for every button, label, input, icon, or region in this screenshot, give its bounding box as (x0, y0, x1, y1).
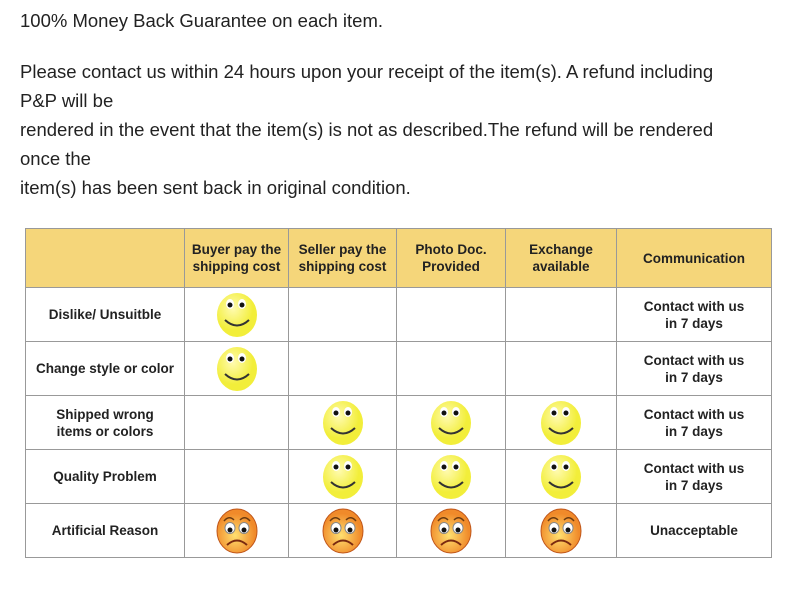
table-row: Dislike/ Unsuitble Contact with us in 7 d… (24, 287, 772, 342)
policy-line: P&P will be (20, 90, 114, 111)
status-cell (504, 287, 618, 342)
row-label: Quality Problem (24, 449, 186, 504)
status-cell (184, 341, 290, 396)
table-row: Change style or color Contact with us in … (24, 341, 772, 396)
policy-line: Please contact us within 24 hours upon y… (20, 61, 714, 82)
status-cell (504, 395, 618, 450)
table-row: Quality Problem Contact with us in 7 days (24, 449, 772, 504)
smiley-face-icon (215, 346, 259, 391)
column-header: Communication (616, 228, 772, 288)
return-policy-table: Buyer pay the shipping cost Seller pay th… (24, 228, 772, 558)
smiley-face-icon (215, 292, 259, 337)
status-cell (288, 395, 397, 450)
communication-cell: Unacceptable (616, 503, 772, 558)
column-header (24, 228, 186, 288)
communication-cell: Contact with us in 7 days (616, 395, 772, 450)
smiley-face-icon (429, 454, 473, 499)
sad-face-icon (429, 508, 473, 553)
column-header: Seller pay the shipping cost (288, 228, 397, 288)
guarantee-headline: 100% Money Back Guarantee on each item. (20, 10, 384, 31)
row-label: Artificial Reason (24, 503, 186, 558)
status-cell (396, 341, 506, 396)
communication-cell: Contact with us in 7 days (616, 287, 772, 342)
table-row: Artificial Reason Unacceptable (24, 503, 772, 558)
table-header-row: Buyer pay the shipping cost Seller pay th… (24, 228, 772, 288)
row-label: Dislike/ Unsuitble (24, 287, 186, 342)
smiley-face-icon (321, 400, 365, 445)
status-cell (396, 287, 506, 342)
row-label: Shipped wrong items or colors (24, 395, 186, 450)
status-cell (288, 503, 397, 558)
policy-line: rendered in the event that the item(s) i… (20, 119, 714, 140)
smiley-face-icon (539, 400, 583, 445)
status-cell (396, 503, 506, 558)
smiley-face-icon (539, 454, 583, 499)
sad-face-icon (215, 508, 259, 553)
policy-line: item(s) has been sent back in original c… (20, 177, 411, 198)
status-cell (504, 341, 618, 396)
smiley-face-icon (429, 400, 473, 445)
status-cell (184, 449, 290, 504)
status-cell (184, 287, 290, 342)
column-header: Buyer pay the shipping cost (184, 228, 290, 288)
communication-cell: Contact with us in 7 days (616, 341, 772, 396)
communication-cell: Contact with us in 7 days (616, 449, 772, 504)
status-cell (288, 449, 397, 504)
status-cell (288, 341, 397, 396)
status-cell (184, 395, 290, 450)
status-cell (396, 449, 506, 504)
status-cell (396, 395, 506, 450)
smiley-face-icon (321, 454, 365, 499)
status-cell (504, 449, 618, 504)
row-label: Change style or color (24, 341, 186, 396)
sad-face-icon (539, 508, 583, 553)
status-cell (288, 287, 397, 342)
table-row: Shipped wrong items or colors Contact wit… (24, 395, 772, 450)
status-cell (504, 503, 618, 558)
status-cell (184, 503, 290, 558)
column-header: Exchange available (504, 228, 618, 288)
policy-line: once the (20, 148, 91, 169)
column-header: Photo Doc. Provided (396, 228, 506, 288)
sad-face-icon (321, 508, 365, 553)
